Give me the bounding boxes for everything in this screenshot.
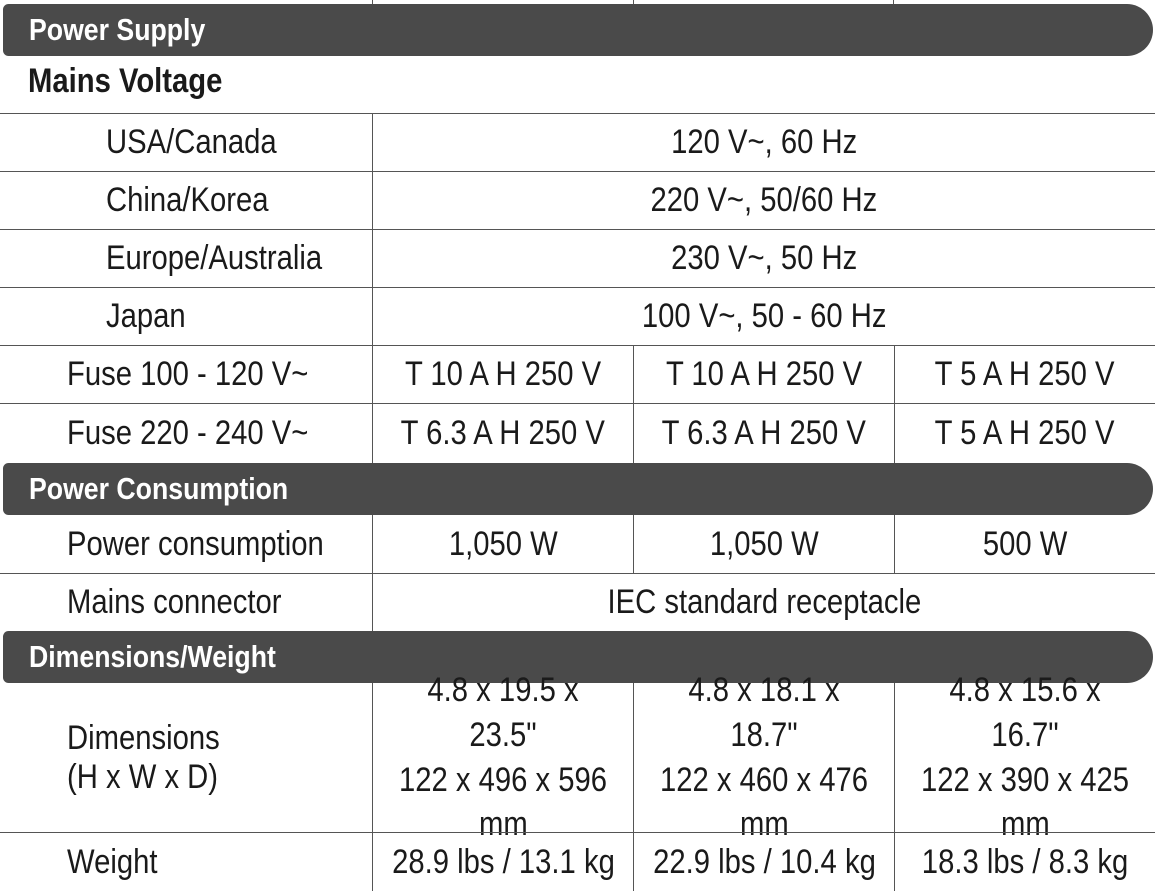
row-label: Fuse 220 - 240 V~: [67, 414, 309, 452]
row-label: Mains connector: [67, 583, 282, 621]
column-divider: [893, 0, 894, 4]
row-value: 4.8 x 19.5 x 23.5" 122 x 496 x 596 mm: [372, 671, 633, 843]
table-row: China/Korea 220 V~, 50/60 Hz: [0, 171, 1155, 229]
row-label: USA/Canada: [106, 123, 277, 161]
row-value: 18.3 lbs / 8.3 kg: [894, 833, 1155, 891]
section-header-dimensions-weight: Dimensions/Weight: [3, 631, 1153, 683]
table-row: Power consumption 1,050 W 1,050 W 500 W: [0, 515, 1155, 573]
row-value: T 6.3 A H 250 V: [633, 404, 894, 463]
row-value: T 5 A H 250 V: [894, 346, 1155, 403]
table-row: Weight 28.9 lbs / 13.1 kg 22.9 lbs / 10.…: [0, 832, 1155, 891]
table-row: Fuse 220 - 240 V~ T 6.3 A H 250 V T 6.3 …: [0, 403, 1155, 463]
row-value: 4.8 x 18.1 x 18.7" 122 x 460 x 476 mm: [633, 671, 894, 843]
row-value: 100 V~, 50 - 60 Hz: [372, 288, 1155, 345]
table-row: Fuse 100 - 120 V~ T 10 A H 250 V T 10 A …: [0, 345, 1155, 403]
column-divider: [372, 0, 373, 4]
heading-text: Mains Voltage: [28, 62, 223, 100]
section-title: Power Supply: [29, 12, 206, 47]
column-divider: [633, 0, 634, 4]
section-title: Power Consumption: [29, 471, 289, 506]
row-label: Power consumption: [67, 524, 324, 563]
row-label: China/Korea: [106, 181, 269, 219]
row-value: 28.9 lbs / 13.1 kg: [372, 833, 633, 891]
row-value: 1,050 W: [633, 515, 894, 573]
row-label: Dimensions (H x W x D): [67, 718, 220, 796]
mains-voltage-heading: Mains Voltage: [28, 62, 254, 101]
row-value: 500 W: [894, 515, 1155, 573]
section-header-power-supply: Power Supply: [3, 4, 1153, 56]
row-value: T 10 A H 250 V: [633, 346, 894, 403]
row-value: 220 V~, 50/60 Hz: [372, 172, 1155, 229]
row-value: 1,050 W: [372, 515, 633, 573]
row-value: 4.8 x 15.6 x 16.7" 122 x 390 x 425 mm: [894, 671, 1155, 843]
row-label: Weight: [67, 842, 158, 881]
row-value: 230 V~, 50 Hz: [372, 230, 1155, 287]
row-value: 120 V~, 60 Hz: [372, 114, 1155, 171]
row-value: T 5 A H 250 V: [894, 404, 1155, 463]
row-value: 22.9 lbs / 10.4 kg: [633, 833, 894, 891]
section-title: Dimensions/Weight: [29, 639, 276, 674]
section-header-power-consumption: Power Consumption: [3, 463, 1153, 515]
row-label: Fuse 100 - 120 V~: [67, 355, 309, 393]
row-value: T 6.3 A H 250 V: [372, 404, 633, 463]
row-label: Japan: [106, 297, 186, 335]
table-row: Europe/Australia 230 V~, 50 Hz: [0, 229, 1155, 287]
row-label: Europe/Australia: [106, 239, 323, 277]
row-value: T 10 A H 250 V: [372, 346, 633, 403]
table-row: Mains connector IEC standard receptacle: [0, 573, 1155, 631]
row-value: IEC standard receptacle: [372, 574, 1155, 631]
table-row: Japan 100 V~, 50 - 60 Hz: [0, 287, 1155, 345]
table-row: Dimensions (H x W x D) 4.8 x 19.5 x 23.5…: [0, 671, 1155, 844]
table-row: USA/Canada 120 V~, 60 Hz: [0, 113, 1155, 171]
